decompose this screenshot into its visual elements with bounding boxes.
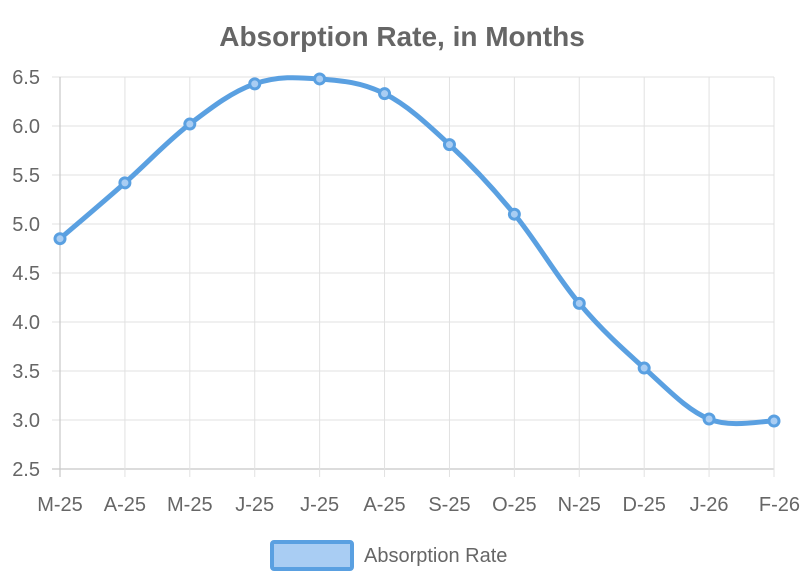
x-tick-label: J-26 bbox=[690, 494, 729, 516]
data-point[interactable] bbox=[53, 232, 67, 246]
data-point[interactable] bbox=[378, 87, 392, 101]
y-tick-label: 5.5 bbox=[12, 165, 40, 187]
y-tick-label: 3.5 bbox=[12, 361, 40, 383]
y-tick-label: 6.0 bbox=[12, 116, 40, 138]
legend[interactable]: Absorption Rate bbox=[270, 540, 507, 571]
data-point[interactable] bbox=[572, 296, 586, 310]
data-point[interactable] bbox=[313, 72, 327, 86]
chart-title: Absorption Rate, in Months bbox=[219, 21, 585, 52]
x-tick-label: D-25 bbox=[623, 494, 666, 516]
y-axis-ticks: 6.5 6.0 5.5 5.0 4.5 4.0 3.5 3.0 2.5 bbox=[12, 67, 40, 481]
y-tick-label: 2.5 bbox=[12, 459, 40, 481]
x-tick-label: O-25 bbox=[492, 494, 536, 516]
x-tick-label: J-25 bbox=[300, 494, 339, 516]
x-tick-label: M-25 bbox=[37, 494, 83, 516]
x-tick-label: M-25 bbox=[167, 494, 213, 516]
series-line bbox=[57, 75, 777, 427]
data-point[interactable] bbox=[442, 138, 456, 152]
x-tick-label: S-25 bbox=[428, 494, 470, 516]
data-point[interactable] bbox=[702, 412, 716, 426]
y-tick-label: 5.0 bbox=[12, 214, 40, 236]
x-tick-label: N-25 bbox=[558, 494, 601, 516]
data-point[interactable] bbox=[637, 361, 651, 375]
legend-swatch bbox=[270, 540, 354, 571]
x-axis-ticks: M-25 A-25 M-25 J-25 J-25 A-25 S-25 O-25 N-25 D-25… bbox=[37, 494, 800, 516]
x-tick-label: A-25 bbox=[104, 494, 146, 516]
y-tick-label: 3.0 bbox=[12, 410, 40, 432]
data-point[interactable] bbox=[248, 77, 262, 91]
legend-label: Absorption Rate bbox=[364, 545, 507, 567]
series-absorption-rate bbox=[53, 72, 781, 428]
y-tick-label: 6.5 bbox=[12, 67, 40, 89]
x-tick-label: F-26 bbox=[759, 494, 800, 516]
y-tick-label: 4.0 bbox=[12, 312, 40, 334]
y-tick-label: 4.5 bbox=[12, 263, 40, 285]
grid bbox=[52, 76, 775, 477]
x-tick-label: A-25 bbox=[363, 494, 405, 516]
x-tick-label: J-25 bbox=[235, 494, 274, 516]
data-point[interactable] bbox=[507, 207, 521, 221]
data-point[interactable] bbox=[118, 176, 132, 190]
data-point[interactable] bbox=[183, 117, 197, 131]
data-point[interactable] bbox=[767, 414, 781, 428]
